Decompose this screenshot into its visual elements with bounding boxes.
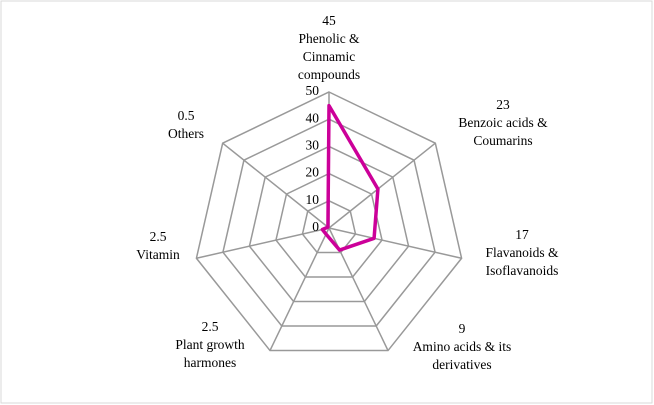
value-label: 45 — [322, 13, 336, 28]
category-label: Coumarins — [473, 133, 532, 148]
category-label: Vitamin — [136, 247, 180, 262]
value-label: 0.5 — [178, 108, 195, 123]
axis-spoke — [328, 142, 436, 229]
axis-spoke — [222, 142, 330, 229]
r-tick-label: 20 — [306, 165, 320, 180]
category-label: derivatives — [432, 357, 491, 372]
axis-spoke — [196, 227, 330, 259]
category-label: Phenolic & — [298, 31, 360, 46]
r-tick-label: 10 — [306, 192, 320, 207]
grid-ring — [195, 91, 463, 352]
r-tick-label: 50 — [306, 83, 320, 98]
grid-ring — [301, 199, 357, 254]
category-label: Benzoic acids & — [458, 115, 548, 130]
category-label: Cinnamic — [303, 49, 356, 64]
axis-spoke — [328, 227, 462, 259]
category-label: harmones — [184, 355, 236, 370]
category-label: compounds — [298, 67, 360, 82]
grid-ring — [222, 118, 436, 327]
r-tick-label: 40 — [306, 110, 320, 125]
category-label: Flavanoids & — [485, 245, 559, 260]
value-label: 17 — [515, 227, 529, 242]
value-label: 23 — [496, 97, 510, 112]
category-label: Amino acids & its — [413, 339, 512, 354]
value-label: 2.5 — [150, 229, 167, 244]
value-label: 2.5 — [202, 319, 219, 334]
grid-ring — [275, 172, 383, 278]
category-label: Isoflavanoids — [486, 263, 559, 278]
category-label: Plant growth — [175, 337, 245, 352]
grid-ring — [248, 145, 410, 303]
data-line — [320, 103, 380, 252]
category-label: Others — [168, 126, 204, 141]
axis-spoke — [269, 227, 330, 351]
r-tick-label: 0 — [312, 219, 319, 234]
value-label: 9 — [459, 321, 466, 336]
r-tick-label: 30 — [306, 137, 320, 152]
